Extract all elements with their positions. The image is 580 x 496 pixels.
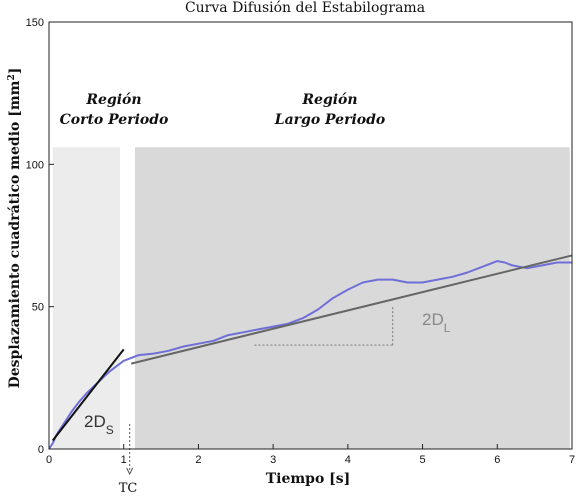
dl-label-main: 2D — [422, 310, 444, 329]
x-tick-label: 7 — [569, 454, 575, 466]
y-axis-label-main: Desplazamiento cuadrático medio [mm — [7, 80, 23, 388]
y-axis-label-end: ] — [7, 68, 23, 75]
x-tick-label: 5 — [420, 454, 426, 466]
x-tick-label: 4 — [345, 454, 351, 466]
y-axis-label-superscript: 2 — [7, 74, 17, 80]
short-period-fit-line — [51, 348, 125, 442]
x-axis-label: Tiempo [s] — [266, 471, 351, 487]
x-tick-label: 1 — [121, 454, 127, 466]
long-period-fit-line — [130, 254, 573, 365]
chart-title: Curva Difusión del Estabilograma — [185, 0, 425, 16]
x-tick-label: 0 — [46, 454, 52, 466]
y-tick-label: 50 — [32, 302, 44, 314]
short-region-label-line2: Corto Periodo — [60, 112, 169, 128]
x-tick-label: 3 — [270, 454, 276, 466]
x-tick-label: 2 — [195, 454, 201, 466]
plot-frame — [48, 21, 573, 450]
dl-label-subscript: L — [444, 321, 451, 335]
long-region-label-line1: Región — [301, 92, 357, 108]
ds-label: 2DS — [84, 412, 114, 437]
short-period-region — [52, 147, 120, 449]
y-axis-label: Desplazamiento cuadrático medio [mm2] — [7, 68, 23, 389]
ds-label-main: 2D — [84, 412, 106, 431]
ds-label-subscript: S — [106, 423, 114, 437]
dl-label: 2DL — [422, 310, 451, 335]
tc-label: TC — [119, 481, 138, 496]
long-period-region — [134, 147, 570, 449]
tc-arrow-head — [126, 467, 134, 476]
long-region-label-line2: Largo Periodo — [274, 112, 386, 128]
short-region-label-line1: Región — [85, 92, 141, 108]
x-tick-label: 6 — [494, 454, 500, 466]
y-tick-label: 0 — [38, 444, 44, 456]
y-tick-label: 100 — [26, 159, 44, 171]
y-tick-label: 150 — [26, 17, 44, 29]
